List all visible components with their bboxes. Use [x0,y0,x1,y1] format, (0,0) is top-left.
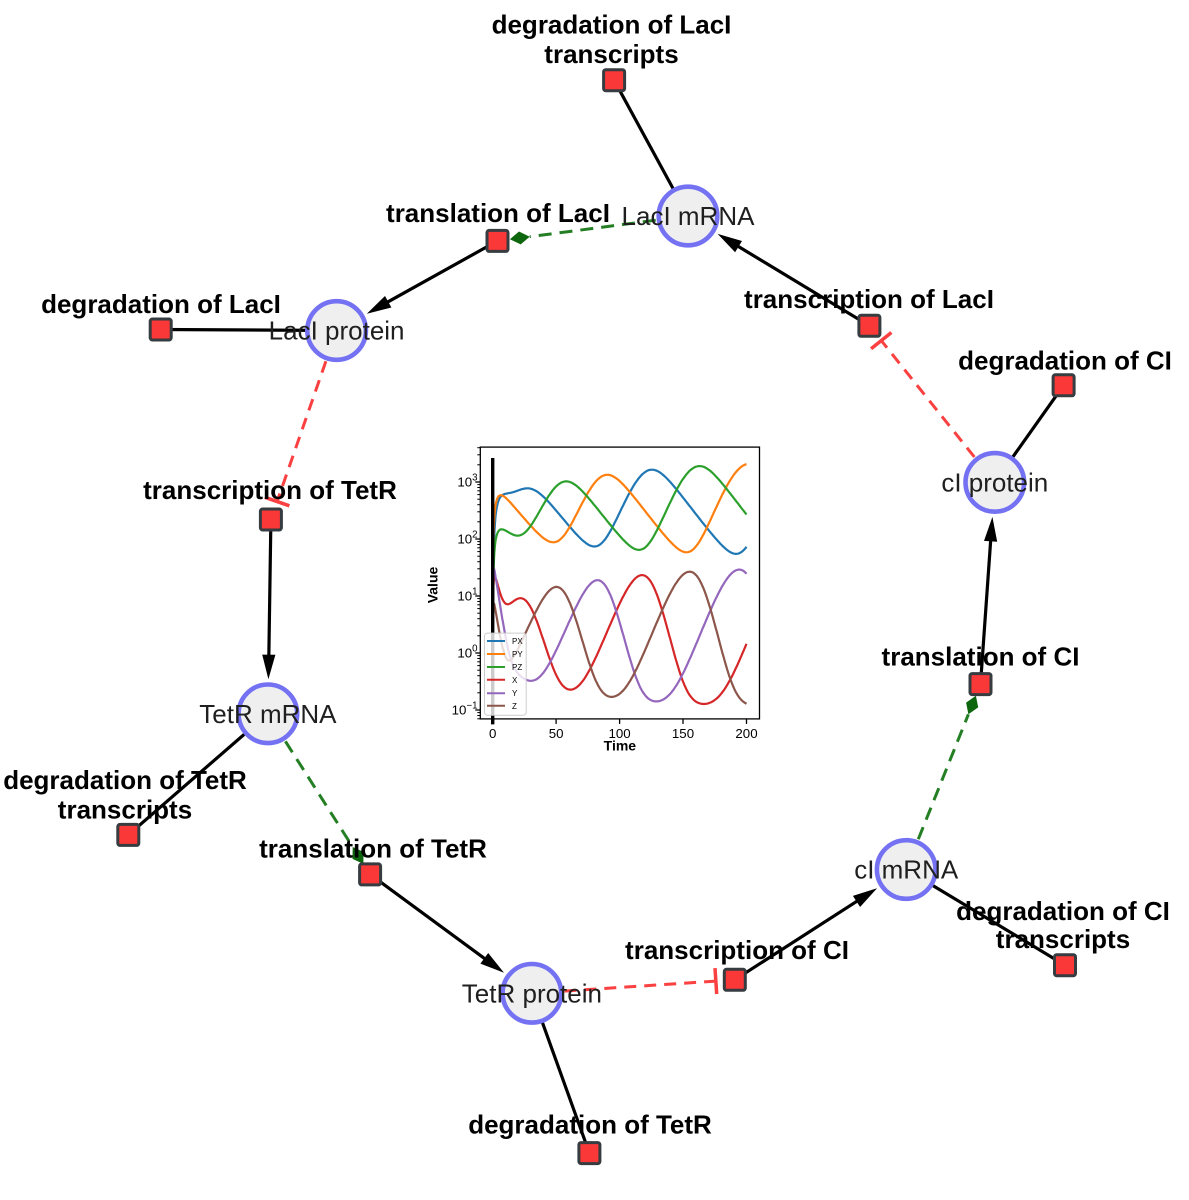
svg-text:transcription of LacI: transcription of LacI [744,284,994,314]
svg-text:10−1: 10−1 [452,700,478,717]
svg-text:100: 100 [457,643,478,660]
svg-text:degradation of LacI: degradation of LacI [492,9,732,39]
svg-text:Time: Time [604,738,637,754]
svg-text:translation of TetR: translation of TetR [259,834,487,864]
svg-text:102: 102 [457,529,477,546]
svg-text:Z: Z [512,702,517,711]
svg-text:transcription of TetR: transcription of TetR [143,475,397,505]
svg-text:LacI protein: LacI protein [269,316,405,346]
svg-text:200: 200 [735,726,757,741]
svg-text:cI protein: cI protein [941,467,1048,497]
svg-text:0: 0 [489,726,496,741]
svg-text:TetR protein: TetR protein [462,978,602,1008]
svg-text:degradation of CI: degradation of CI [956,896,1170,926]
svg-text:Value: Value [425,567,441,604]
svg-text:translation of CI: translation of CI [882,642,1080,672]
svg-text:transcripts: transcripts [58,795,192,825]
svg-text:degradation of LacI: degradation of LacI [41,289,281,319]
svg-text:150: 150 [672,726,694,741]
svg-text:transcripts: transcripts [544,39,678,69]
svg-text:cI mRNA: cI mRNA [854,855,959,885]
svg-text:PX: PX [512,637,523,646]
svg-text:transcripts: transcripts [996,924,1130,954]
svg-text:100: 100 [609,726,631,741]
svg-text:PY: PY [512,650,523,659]
svg-text:50: 50 [549,726,564,741]
svg-text:degradation of TetR: degradation of TetR [3,765,247,795]
svg-text:PZ: PZ [512,663,522,672]
svg-text:103: 103 [457,472,477,489]
svg-text:Y: Y [512,689,518,698]
svg-text:X: X [512,676,518,685]
svg-text:transcription of CI: transcription of CI [625,935,849,965]
svg-text:degradation of TetR: degradation of TetR [468,1110,712,1140]
svg-text:translation of LacI: translation of LacI [386,198,610,228]
svg-text:TetR mRNA: TetR mRNA [199,699,337,729]
svg-text:101: 101 [457,586,477,603]
svg-text:LacI mRNA: LacI mRNA [622,201,756,231]
svg-text:degradation of CI: degradation of CI [958,346,1172,376]
